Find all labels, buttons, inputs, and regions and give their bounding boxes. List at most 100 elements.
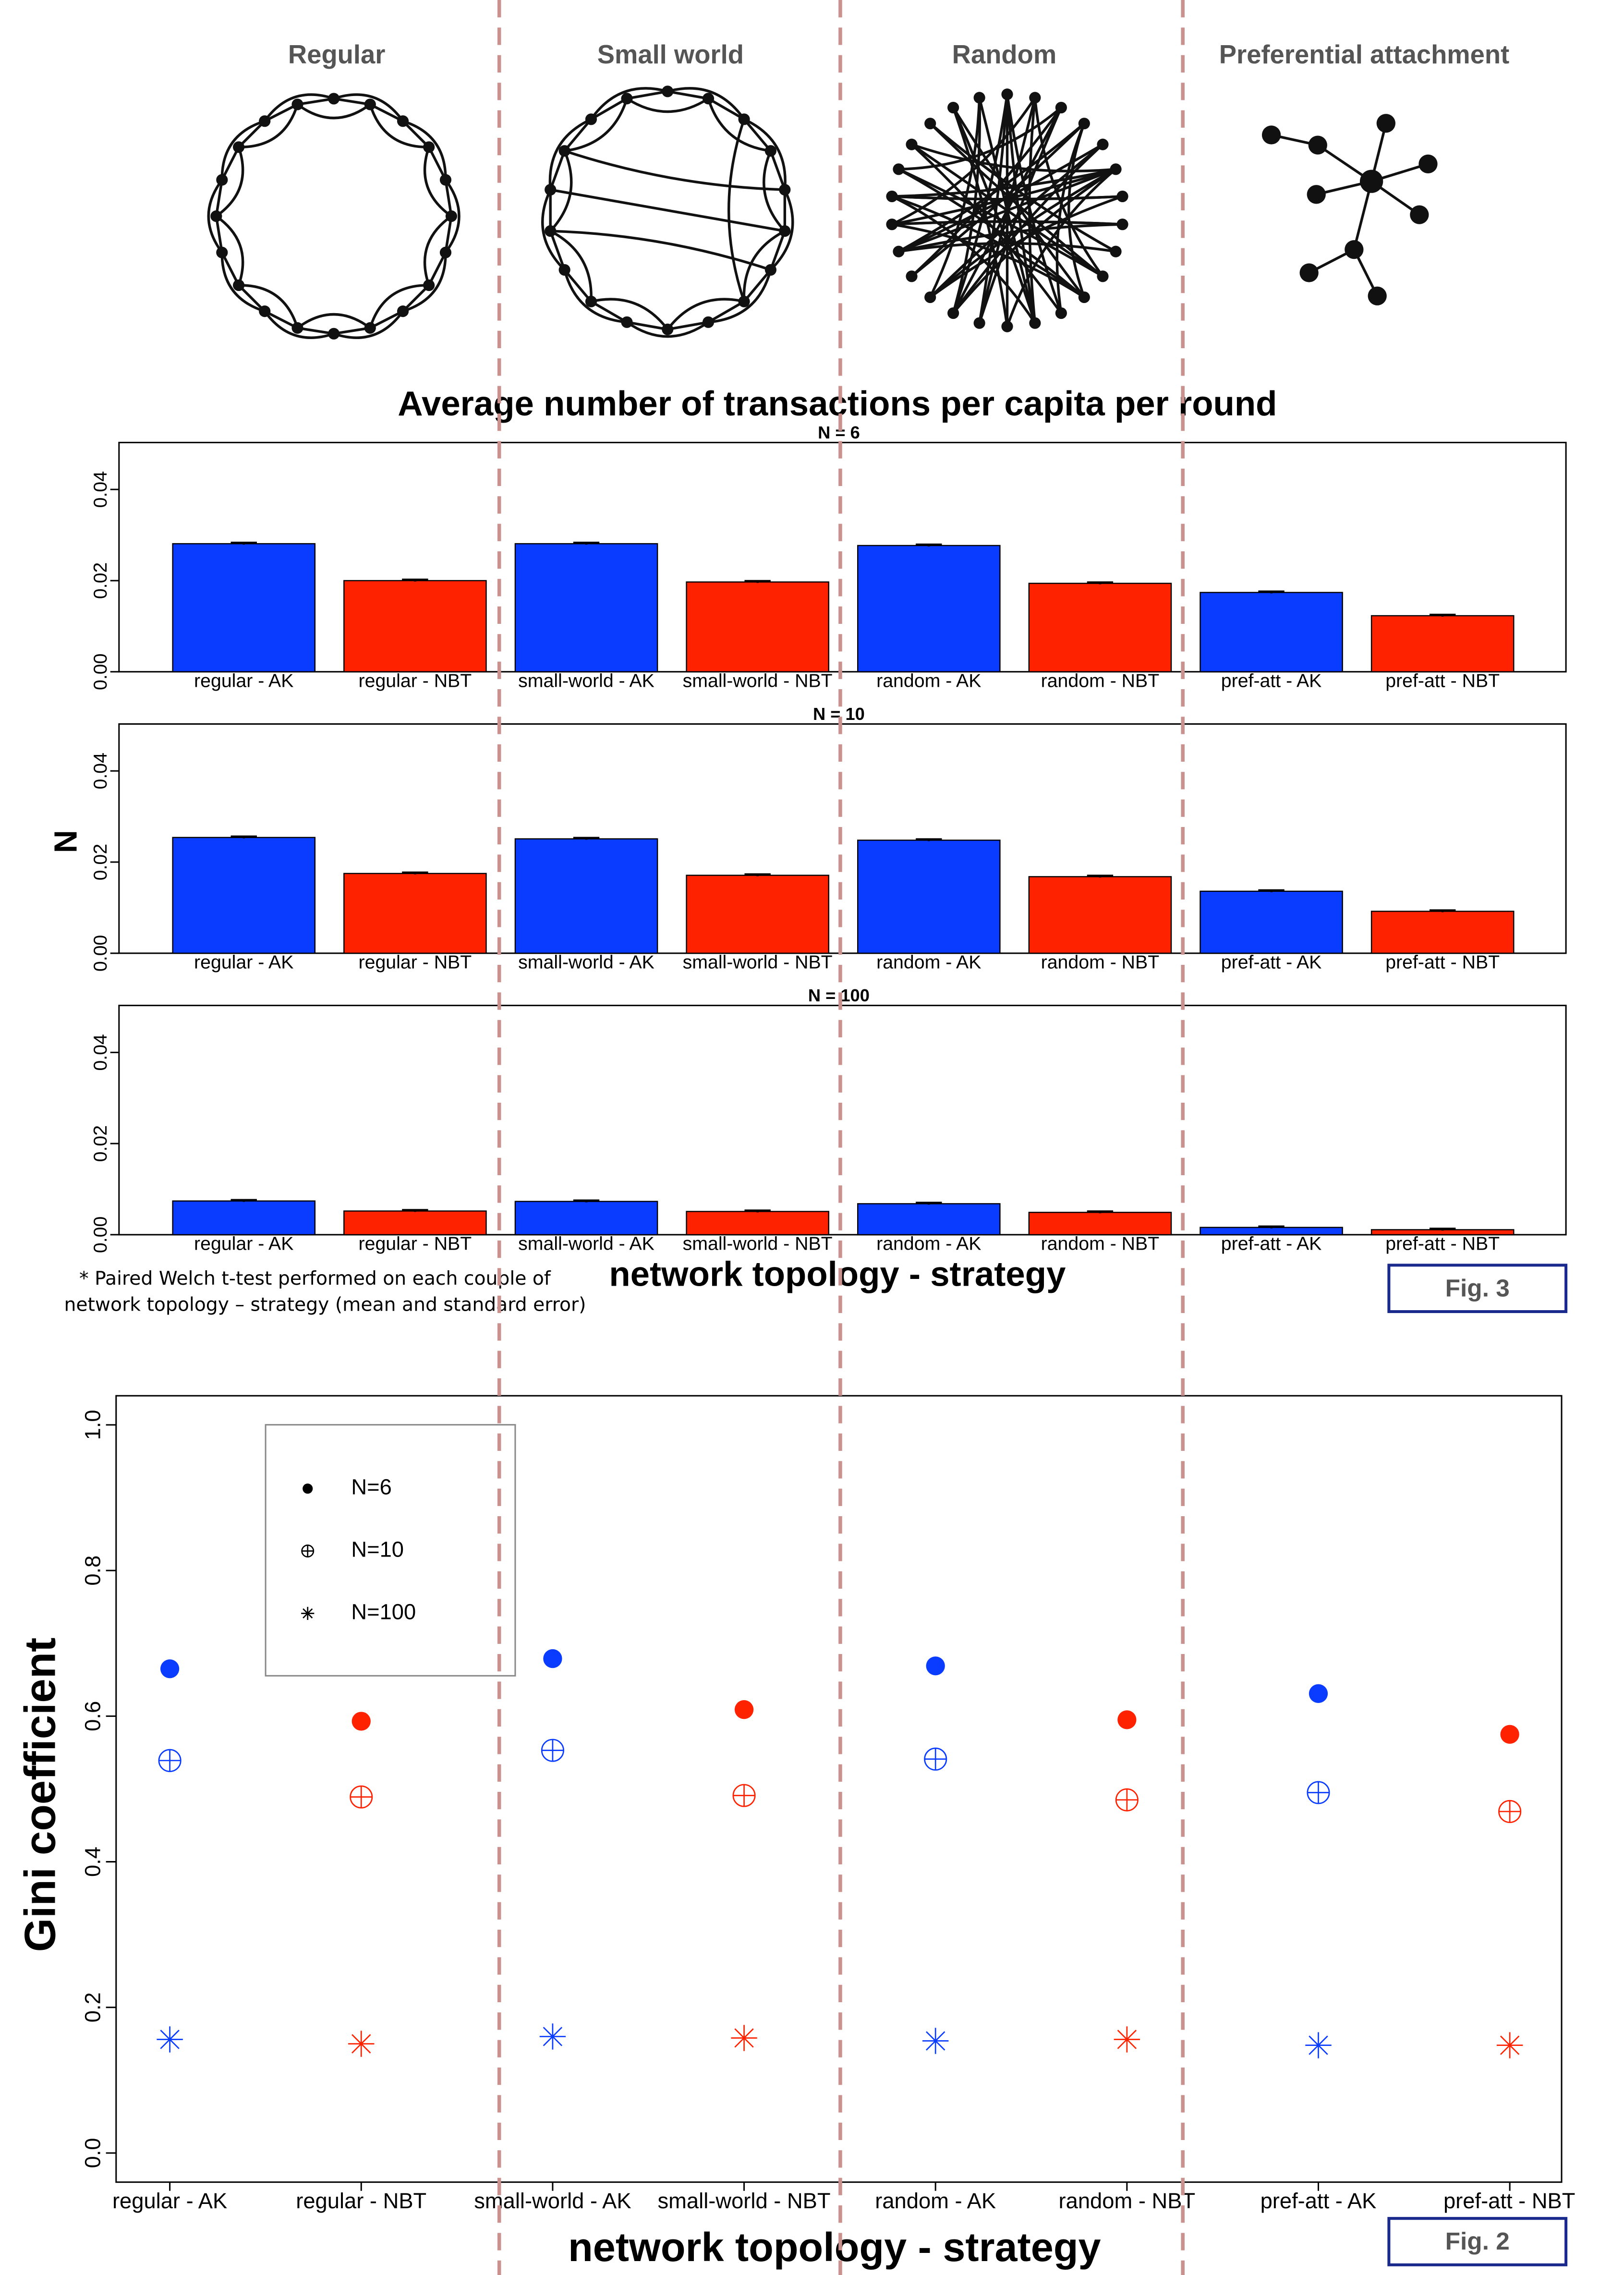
bar xyxy=(857,839,1001,954)
point xyxy=(301,1606,315,1620)
network-node xyxy=(779,183,791,196)
network-node xyxy=(1261,125,1281,145)
x-tick-label: small-world - NBT xyxy=(683,670,833,691)
network-node xyxy=(906,270,918,282)
network-node xyxy=(364,98,376,110)
point xyxy=(543,1649,562,1668)
network-node xyxy=(558,264,570,276)
network-edge xyxy=(444,216,453,253)
network-edge xyxy=(763,150,786,232)
network-node xyxy=(1110,245,1122,257)
bar xyxy=(1370,911,1515,954)
network-node xyxy=(397,115,409,127)
point-part xyxy=(1500,2035,1520,2055)
network-node xyxy=(924,291,936,304)
fig-label-box xyxy=(1387,1264,1568,1314)
network-node xyxy=(423,279,435,292)
network-edge xyxy=(333,93,404,122)
network-edge xyxy=(549,230,593,302)
x-tick-label: random - AK xyxy=(876,1233,981,1254)
point xyxy=(541,1739,564,1762)
point xyxy=(158,1749,182,1772)
network-edge xyxy=(297,97,334,106)
network-edge xyxy=(333,310,404,339)
network-node xyxy=(906,138,918,150)
point-part xyxy=(1117,2030,1137,2049)
point xyxy=(1117,1710,1137,1729)
network-edge xyxy=(667,87,745,120)
point xyxy=(157,2026,183,2053)
network-node xyxy=(1029,92,1041,104)
network-edge xyxy=(742,230,786,302)
network-edge xyxy=(239,104,299,149)
bar xyxy=(172,837,316,954)
y-tick-label: 0.2 xyxy=(80,1992,105,2022)
bar xyxy=(686,581,829,672)
plot-frame xyxy=(118,1005,1567,1236)
network-node xyxy=(947,307,959,319)
y-tick-label: 0.00 xyxy=(90,935,111,972)
x-tick-label: regular - AK xyxy=(112,2189,227,2213)
point-part xyxy=(734,2028,754,2048)
network-edge xyxy=(550,188,785,232)
network-node xyxy=(1299,263,1319,282)
y-tick-label: 0.8 xyxy=(80,1556,105,1586)
network-node xyxy=(738,295,750,307)
network-edge xyxy=(264,103,298,122)
x-tick-label: regular - NBT xyxy=(359,951,472,973)
network-node xyxy=(291,322,303,334)
x-tick-label: regular - NBT xyxy=(359,1233,472,1254)
bar xyxy=(686,875,829,954)
legend-label: N=10 xyxy=(351,1537,404,1561)
network-edge xyxy=(769,231,786,270)
network-edge xyxy=(929,168,1116,299)
network-edge xyxy=(333,327,371,335)
point-part xyxy=(351,2034,371,2054)
bar xyxy=(1028,876,1172,954)
network-edge xyxy=(898,122,1085,253)
bar xyxy=(343,580,487,672)
x-tick-label: pref-att - AK xyxy=(1260,2189,1377,2213)
network-edge xyxy=(264,310,335,339)
network-edge xyxy=(1353,181,1373,250)
point xyxy=(1498,1800,1522,1823)
x-tick-label: small-world - NBT xyxy=(658,2189,831,2213)
point xyxy=(1496,2032,1523,2058)
network-edge xyxy=(297,327,334,335)
network-node xyxy=(1368,286,1387,305)
network-edge xyxy=(929,122,1116,253)
bar xyxy=(514,1201,658,1236)
y-tick-label: 0.02 xyxy=(90,844,111,880)
network-node xyxy=(232,279,245,292)
fig-label: Fig. 3 xyxy=(1445,1274,1510,1302)
legend-box xyxy=(265,1424,516,1677)
y-tick-label: 0.02 xyxy=(90,1125,111,1162)
network-node xyxy=(1345,240,1364,259)
network-edge xyxy=(910,143,1063,314)
chart-title: Average number of transactions per capit… xyxy=(398,384,1277,423)
network-node xyxy=(973,92,985,104)
point xyxy=(351,1712,371,1731)
bar xyxy=(686,1211,829,1236)
network-node xyxy=(328,93,340,105)
network-edge xyxy=(891,97,1036,226)
network-node xyxy=(1116,190,1128,203)
bar xyxy=(1200,592,1343,672)
network-edge xyxy=(727,119,746,302)
network-edge xyxy=(1055,123,1086,314)
network-node xyxy=(893,245,905,257)
bar xyxy=(1370,615,1515,672)
network-edge xyxy=(892,195,1123,201)
network-edge xyxy=(215,215,244,286)
point-part xyxy=(160,2030,180,2049)
network-node xyxy=(1001,320,1013,332)
x-tick-label: random - AK xyxy=(875,2189,996,2213)
note: network topology – strategy (mean and st… xyxy=(64,1294,586,1315)
point xyxy=(1305,2032,1332,2058)
y-tick-label: 0.4 xyxy=(80,1847,105,1877)
network-edge xyxy=(707,97,745,121)
network-edge xyxy=(239,284,299,328)
x-tick-label: small-world - NBT xyxy=(683,951,833,973)
